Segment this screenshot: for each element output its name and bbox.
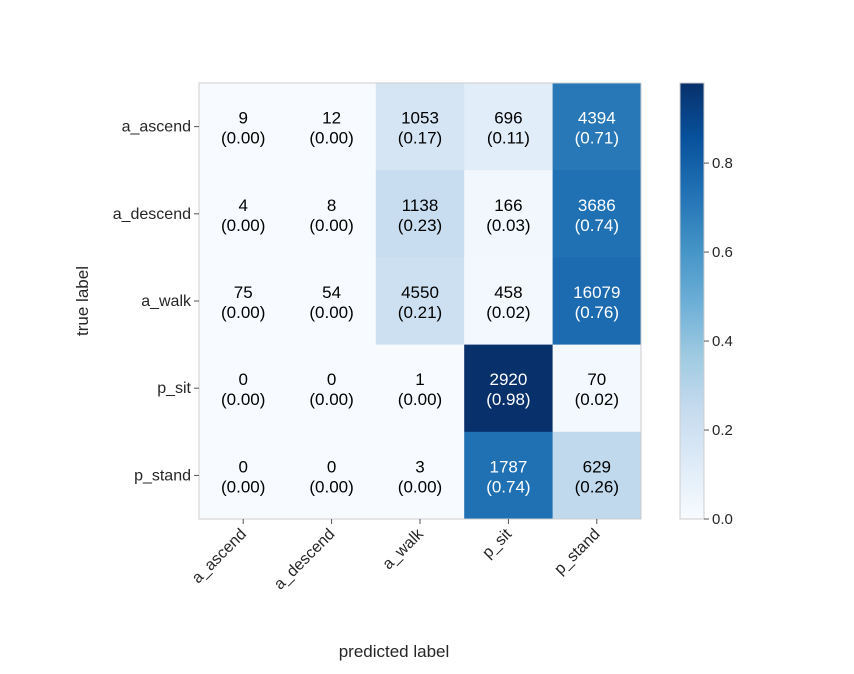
cell-fraction-label: (0.00): [221, 216, 265, 235]
cell-fraction-label: (0.26): [575, 477, 619, 496]
y-tick-label: a_ascend: [122, 119, 191, 136]
y-tick-label: a_walk: [141, 293, 192, 310]
cell-count-label: 4394: [578, 109, 616, 128]
cell-count-label: 16079: [573, 283, 620, 302]
cell-count-label: 1787: [489, 457, 527, 476]
cell-count-label: 4550: [401, 283, 439, 302]
colorbar-tick-label: 0.8: [712, 155, 733, 172]
heatmap-cell: [552, 344, 642, 433]
x-tick-label: p_sit: [479, 525, 515, 561]
x-tick-label: a_ascend: [189, 526, 250, 587]
heatmap-cell: [552, 170, 642, 258]
heatmap-cell: [287, 257, 377, 346]
x-tick-label: a_descend: [271, 526, 338, 593]
cell-count-label: 2920: [489, 370, 527, 389]
heatmap-cell: [552, 83, 642, 171]
cell-fraction-label: (0.74): [575, 216, 619, 235]
heatmap-cell: [287, 83, 377, 171]
cell-count-label: 12: [322, 109, 341, 128]
heatmap-cell: [464, 170, 554, 258]
cell-count-label: 0: [238, 457, 247, 476]
cell-count-label: 458: [494, 283, 522, 302]
cell-fraction-label: (0.11): [487, 129, 530, 148]
heatmap-cell: [287, 344, 377, 433]
heatmap-cell: [375, 170, 465, 258]
heatmap-cell: [375, 431, 465, 520]
cell-count-label: 0: [327, 457, 336, 476]
y-tick-label: p_stand: [134, 467, 191, 484]
cell-fraction-label: (0.71): [575, 129, 619, 148]
cell-fraction-label: (0.00): [221, 477, 265, 496]
y-axis-ticks: a_ascend a_descend a_walk p_sit p_stand: [113, 119, 199, 484]
cell-fraction-label: (0.17): [398, 129, 442, 148]
cell-fraction-label: (0.00): [309, 303, 353, 322]
colorbar-tick-label: 0.2: [712, 422, 733, 439]
y-tick-label: p_sit: [157, 380, 191, 397]
heatmap-cell: [464, 83, 554, 171]
cell-count-label: 54: [322, 283, 341, 302]
cell-fraction-label: (0.00): [309, 129, 353, 148]
cell-fraction-label: (0.03): [486, 216, 530, 235]
heatmap-cell: [375, 257, 465, 346]
heatmap-cell: [464, 431, 554, 520]
cell-fraction-label: (0.23): [398, 216, 442, 235]
cell-count-label: 3686: [578, 196, 616, 215]
cell-count-label: 0: [327, 370, 336, 389]
cell-count-label: 70: [587, 370, 606, 389]
cell-count-label: 0: [238, 370, 247, 389]
heatmap-cell: [464, 257, 554, 346]
cell-fraction-label: (0.00): [398, 390, 442, 409]
cell-count-label: 75: [234, 283, 253, 302]
colorbar-tick-label: 0.6: [712, 244, 733, 261]
heatmap-cell: [375, 83, 465, 171]
cell-fraction-label: (0.00): [309, 216, 353, 235]
cell-count-label: 3: [415, 457, 424, 476]
cell-count-label: 166: [494, 196, 522, 215]
cell-count-label: 1: [415, 370, 424, 389]
x-axis-title: predicted label: [339, 642, 450, 661]
heatmap-cell: [552, 257, 642, 346]
heatmap-cell: [199, 431, 288, 520]
heatmap-cell: [287, 431, 377, 520]
cell-count-label: 1053: [401, 109, 439, 128]
cell-count-label: 4: [238, 196, 247, 215]
cell-fraction-label: (0.02): [575, 390, 619, 409]
cell-fraction-label: (0.00): [221, 390, 265, 409]
cell-fraction-label: (0.00): [309, 477, 353, 496]
heatmap-cell: [287, 170, 377, 258]
cell-fraction-label: (0.00): [221, 303, 265, 322]
heatmap-cell: [199, 257, 288, 346]
y-axis-title: true label: [73, 266, 92, 336]
cell-count-label: 1138: [402, 196, 439, 215]
cell-fraction-label: (0.02): [486, 303, 530, 322]
cell-fraction-label: (0.76): [575, 303, 619, 322]
cell-count-label: 8: [327, 196, 336, 215]
y-tick-label: a_descend: [113, 206, 191, 223]
heatmap-cell: [199, 344, 288, 433]
heatmap-cell: [199, 83, 288, 171]
x-tick-label: p_stand: [551, 526, 603, 578]
heatmap-cell: [199, 170, 288, 258]
colorbar: [679, 82, 705, 520]
cell-count-label: 696: [494, 109, 522, 128]
heatmap-cell: [552, 431, 642, 520]
cell-fraction-label: (0.00): [309, 390, 353, 409]
heatmap-cell: [375, 344, 465, 433]
cell-fraction-label: (0.98): [486, 390, 530, 409]
cell-fraction-label: (0.00): [221, 129, 265, 148]
heatmap-cell: [464, 344, 554, 433]
cell-count-label: 629: [583, 457, 611, 476]
x-axis-ticks: a_ascend a_descend a_walk p_sit p_stand: [189, 519, 604, 593]
colorbar-tick-label: 0.4: [712, 333, 733, 350]
colorbar-tick-label: 0.0: [712, 511, 733, 528]
cell-fraction-label: (0.74): [486, 477, 530, 496]
heatmap-cells: 9(0.00)12(0.00)1053(0.17)696(0.11)4394(0…: [199, 83, 642, 520]
cell-count-label: 9: [238, 109, 247, 128]
colorbar-ticks: 0.0 0.2 0.4 0.6 0.8: [704, 155, 733, 528]
x-tick-label: a_walk: [380, 525, 428, 573]
cell-fraction-label: (0.00): [398, 477, 442, 496]
cell-fraction-label: (0.21): [398, 303, 442, 322]
